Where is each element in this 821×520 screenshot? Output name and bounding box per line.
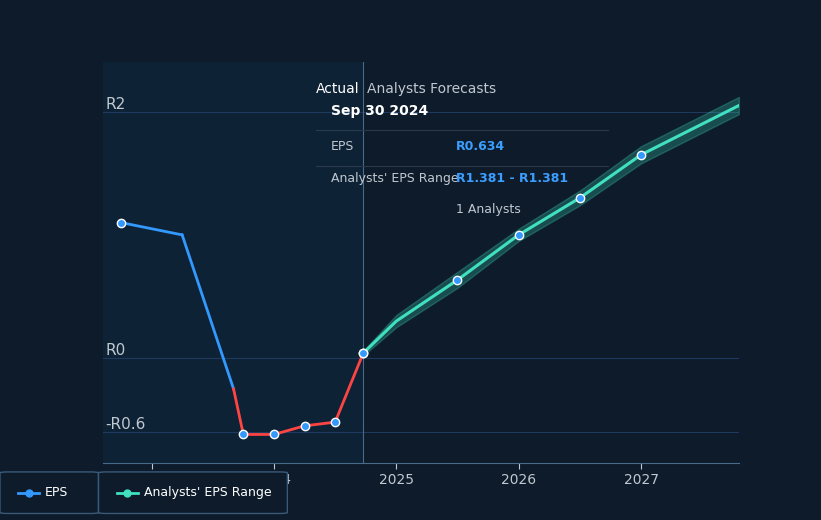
- Text: R1.381 - R1.381: R1.381 - R1.381: [456, 172, 568, 185]
- Text: Analysts' EPS Range: Analysts' EPS Range: [331, 172, 458, 185]
- Text: R0.634: R0.634: [456, 140, 505, 153]
- Text: Sep 30 2024: Sep 30 2024: [331, 104, 428, 118]
- Bar: [103, 62, 363, 463]
- Text: Actual: Actual: [316, 82, 360, 96]
- FancyBboxPatch shape: [0, 472, 99, 513]
- Text: Analysts' EPS Range: Analysts' EPS Range: [144, 486, 271, 499]
- Text: R0: R0: [105, 343, 126, 358]
- Text: EPS: EPS: [45, 486, 68, 499]
- Text: -R0.6: -R0.6: [105, 417, 145, 432]
- FancyBboxPatch shape: [99, 472, 287, 513]
- Text: EPS: EPS: [331, 140, 354, 153]
- Text: 1 Analysts: 1 Analysts: [456, 203, 521, 216]
- Text: Analysts Forecasts: Analysts Forecasts: [367, 82, 496, 96]
- Text: R2: R2: [105, 97, 126, 112]
